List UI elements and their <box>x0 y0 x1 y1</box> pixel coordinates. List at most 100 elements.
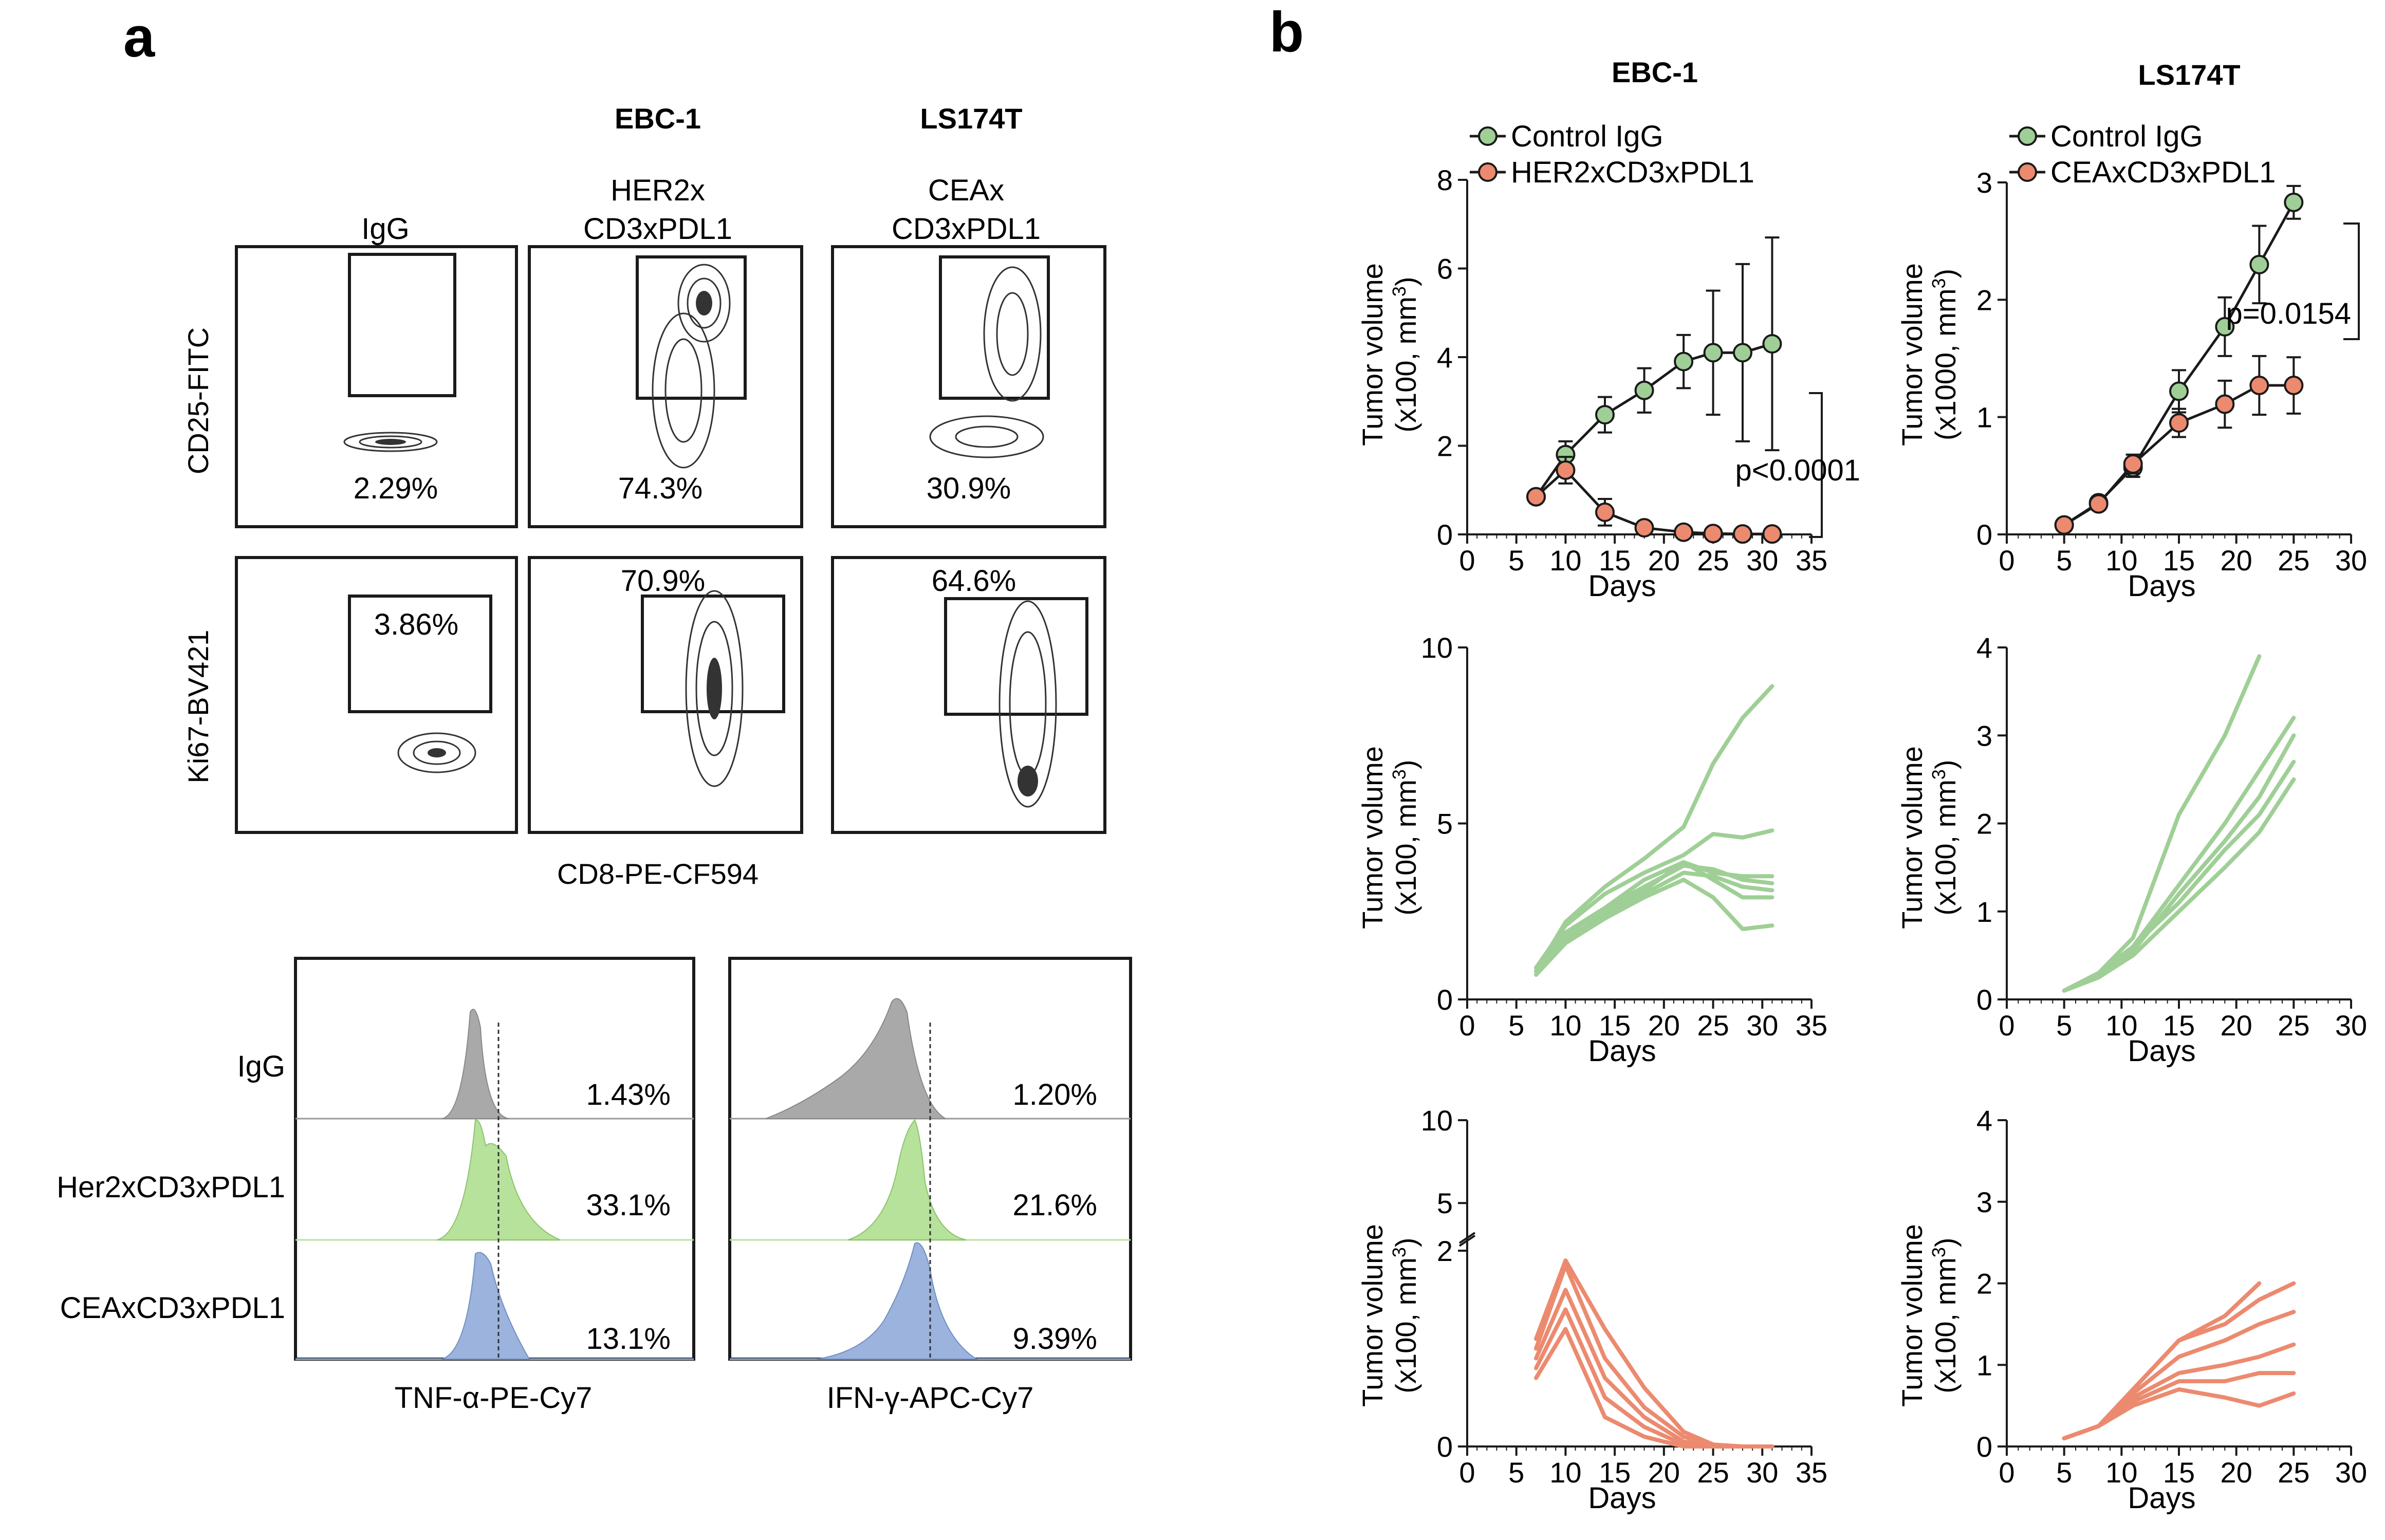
data-point-control <box>2215 317 2235 337</box>
data-point-control <box>1674 351 1694 372</box>
x-tick-label: 15 <box>1599 1009 1631 1042</box>
ylabel-ebc-control: Tumor volume (x100, mm3) <box>1356 746 1422 929</box>
gate-box <box>944 597 1088 716</box>
row-label-cd25: CD25-FITC <box>182 327 214 474</box>
x-tick-label: 0 <box>1459 544 1475 577</box>
x-tick-label: 10 <box>2105 1009 2137 1042</box>
data-point-control <box>2169 381 2189 401</box>
y-tick-label: 4 <box>1976 1104 1992 1137</box>
y-tick-label: 1 <box>1976 896 1992 928</box>
ylabel-unit: (x100, mm3) <box>1389 276 1422 432</box>
x-tick-label: 30 <box>2335 1456 2367 1489</box>
x-tick-label: 20 <box>1648 1456 1680 1489</box>
x-tick-label: 15 <box>2163 1456 2195 1489</box>
individual-line <box>1534 1307 1774 1449</box>
individual-line <box>1534 1327 1774 1449</box>
y-tick-label: 0 <box>1437 518 1453 551</box>
legend-marker-cea <box>2018 162 2037 182</box>
gate-box <box>636 255 747 400</box>
ylabel-text: Tumor volume <box>1896 263 1928 446</box>
col-igg: IgG <box>361 212 410 246</box>
gate-box <box>348 595 492 713</box>
x-tick-label: 15 <box>2163 1009 2195 1042</box>
histogram-ifn: 1.20% 21.6% 9.39% <box>728 957 1132 1361</box>
individual-line <box>1534 1263 1774 1449</box>
x-tick-label: 5 <box>2056 1009 2072 1042</box>
ifn-cea-percent: 9.39% <box>1013 1322 1097 1356</box>
y-tick-label: 6 <box>1437 253 1453 285</box>
legend-control-ebc: Control IgG <box>1511 120 1663 153</box>
pvalue-ebc: p<0.0001 <box>1735 392 1860 538</box>
data-point-treated <box>2249 376 2269 396</box>
x-tick-label: 25 <box>1697 544 1729 577</box>
y-tick-label: 2 <box>1437 430 1453 462</box>
ylabel-text: Tumor volume <box>1896 1224 1928 1407</box>
tnf-igg-peak <box>441 1009 509 1119</box>
chart-ls-treated-individual: 0 5 10 15 20 25 30 0 1 2 3 4 Days <box>1976 1104 2367 1515</box>
individual-line <box>2062 716 2296 993</box>
x-axis-label: Days <box>1588 1034 1656 1068</box>
ylabel-ebc-treated: Tumor volume (x100, mm3) <box>1356 1224 1422 1407</box>
y-tick-label: 5 <box>1437 1187 1453 1219</box>
x-label-cd8: CD8-PE-CF594 <box>557 858 759 890</box>
x-tick-label: 25 <box>2278 544 2309 577</box>
y-tick-label: 1 <box>1976 401 1992 434</box>
hist-row-igg: IgG <box>237 1050 286 1083</box>
flow-plot-ki67-cea: 64.6% <box>831 556 1106 834</box>
x-tick-label: 0 <box>1999 1456 2014 1489</box>
individual-line <box>1534 1288 1774 1449</box>
legend-marker-her2 <box>1478 162 1497 182</box>
ifn-igg-percent: 1.20% <box>1013 1078 1097 1111</box>
x-tick-label: 0 <box>1459 1009 1475 1042</box>
chart-ls-mean: 0 5 10 15 20 25 30 0 1 2 3 Days <box>1976 166 2367 603</box>
flow-plot-cd25-her2: 74.3% <box>528 245 803 528</box>
x-tick-label: 15 <box>2163 544 2195 577</box>
ylabel-text: Tumor volume <box>1896 746 1928 929</box>
ifn-igg-peak <box>765 998 946 1119</box>
individual-line <box>2062 1387 2296 1441</box>
pvalue-ls: p=0.0154 <box>2226 222 2360 340</box>
legend-marker-control-ls <box>2018 126 2037 146</box>
ylabel-ebc-mean: Tumor volume (x100, mm3) <box>1356 263 1422 446</box>
data-point-treated <box>2123 454 2143 474</box>
x-tick-label: 30 <box>2335 544 2367 577</box>
y-tick-label: 2 <box>1976 1268 1992 1300</box>
x-tick-label: 20 <box>1648 1009 1680 1042</box>
y-tick-label: 10 <box>1421 1104 1453 1137</box>
x-tick-label: 20 <box>2221 544 2252 577</box>
x-tick-label: 20 <box>2221 1456 2252 1489</box>
col-cea-line1: CEAx <box>928 174 1004 207</box>
flow-plot-cd25-cea: 30.9% <box>831 245 1106 528</box>
legend-ebc: Control IgG HER2xCD3xPDL1 <box>1470 120 1754 189</box>
x-axis-label: Days <box>1588 569 1656 603</box>
x-tick-label: 30 <box>1746 1456 1778 1489</box>
individual-line <box>1534 860 1774 974</box>
x-axis-label: Days <box>1588 1481 1656 1515</box>
hist-xlabel-tnf: TNF-α-PE-Cy7 <box>395 1381 593 1415</box>
x-tick-label: 15 <box>1599 1456 1631 1489</box>
data-point-treated <box>1634 518 1654 538</box>
percent-ki67-cea: 64.6% <box>932 564 1016 598</box>
individual-line <box>2062 759 2296 993</box>
data-point-control <box>1595 405 1615 425</box>
data-point-treated <box>1556 460 1576 480</box>
ylabel-unit: (x1000, mm3) <box>1928 269 1962 440</box>
x-tick-label: 5 <box>1508 1009 1524 1042</box>
x-axis-label: Days <box>2128 1034 2195 1068</box>
x-tick-label: 20 <box>2221 1009 2252 1042</box>
ylabel-unit: (x100, mm3) <box>1389 759 1422 915</box>
percent-cd25-cea: 30.9% <box>927 472 1011 505</box>
y-tick-label: 0 <box>1437 984 1453 1016</box>
col-title-ls: LS174T <box>920 102 1022 135</box>
data-point-control <box>1703 343 1723 363</box>
hist-row-her2: Her2xCD3xPDL1 <box>57 1171 285 1204</box>
ylabel-unit: (x100, mm3) <box>1928 1237 1962 1393</box>
gate-box <box>939 255 1050 400</box>
col-cea-line2: CD3xPDL1 <box>892 212 1041 246</box>
x-tick-label: 0 <box>1459 1456 1475 1489</box>
x-axis-label: Days <box>2128 569 2195 603</box>
b-title-ls: LS174T <box>2138 59 2240 91</box>
y-tick-label: 2 <box>1437 1235 1453 1267</box>
ylabel-ls-treated: Tumor volume (x100, mm3) <box>1896 1224 1962 1407</box>
y-tick-label: 0 <box>1976 984 1992 1016</box>
